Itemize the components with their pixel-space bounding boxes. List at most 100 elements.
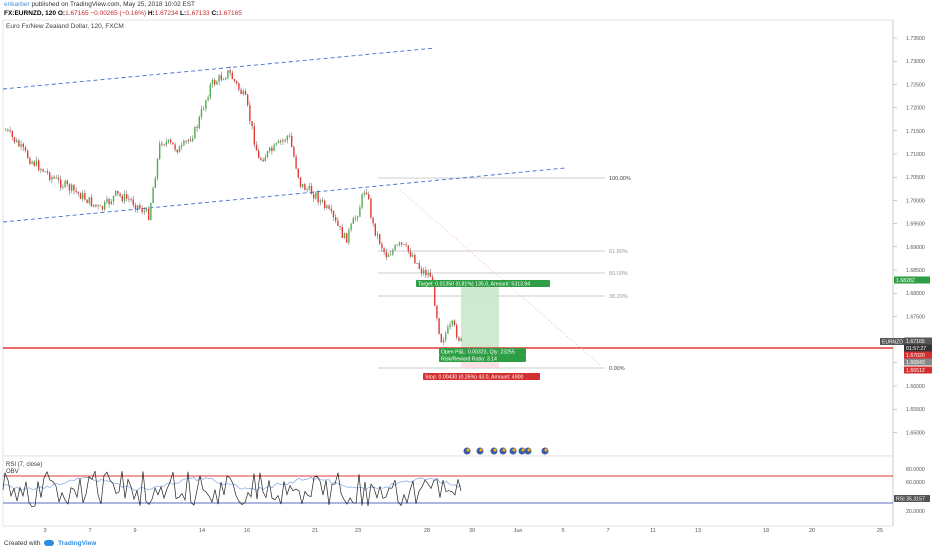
time-tick-label: 16 [244, 528, 250, 534]
candle-body [90, 197, 93, 207]
symbol-tag-bg [880, 338, 904, 345]
candle-body [159, 143, 161, 159]
open-value: 1.67165 [65, 10, 89, 17]
candle-body [9, 130, 11, 132]
candle-body [187, 139, 189, 142]
author-link[interactable]: erikarber [4, 1, 30, 8]
candle-body [304, 184, 306, 191]
candle-body [115, 190, 117, 196]
time-tick-label: 28 [424, 528, 430, 534]
candle-body [53, 176, 55, 179]
candle-body [418, 263, 420, 269]
lower-trendline [2, 167, 566, 223]
candle-body [99, 205, 101, 207]
candle-body [412, 255, 414, 257]
candle-body [374, 223, 376, 236]
event-icon-dot [512, 448, 516, 452]
candle-body [328, 205, 330, 209]
candle-body [38, 160, 40, 171]
candle-body [343, 233, 346, 239]
price-tick-label: 1.65500 [906, 407, 925, 413]
target-zone[interactable] [461, 285, 499, 348]
candle-body [275, 143, 277, 145]
candle-body [57, 177, 60, 180]
candle-body [354, 218, 357, 219]
price-tick-label: 1.68500 [906, 268, 925, 274]
tradingview-logo-icon [44, 540, 55, 547]
candle-body [198, 116, 200, 129]
candle-body [297, 168, 299, 178]
candle-body [255, 144, 258, 151]
candle-body [440, 333, 442, 343]
price-tick-label: 1.69000 [906, 245, 925, 251]
time-tick-label: 18 [763, 528, 769, 534]
candle-body [176, 149, 178, 153]
candle-body [396, 244, 398, 246]
candle-body [86, 199, 88, 204]
candle-body [313, 194, 315, 199]
candle-body [337, 220, 339, 226]
candle-body [416, 263, 418, 264]
candle-body [82, 193, 84, 199]
candle-body [436, 305, 438, 319]
price-tags: 1.68282 EURNZD 1.6716501:57:271.670201.668… [880, 276, 932, 374]
candle-body [324, 200, 326, 208]
candle-body [236, 81, 238, 84]
candle-body [205, 100, 207, 109]
candle-body [280, 140, 282, 142]
candle-body [233, 79, 236, 82]
candle-body [453, 320, 456, 326]
brand-link[interactable]: TradingView [58, 540, 97, 547]
candle-body [108, 198, 110, 204]
candle-body [117, 190, 119, 194]
candle-body [359, 207, 361, 217]
price-tick-label: 1.71500 [906, 129, 925, 135]
candle-body [183, 141, 185, 145]
price-axis[interactable]: 1.73500 1.73000 1.72500 1.72000 1.71500 1.710… [893, 36, 925, 436]
published-text: published on TradingView.com, May 25, 20… [29, 1, 196, 8]
candle-body [420, 268, 423, 274]
candle-body [319, 200, 321, 203]
candle-body [130, 198, 132, 200]
candle-body [244, 91, 247, 95]
publish-info: erikarber published on TradingView.com, … [0, 0, 932, 9]
entry2-price-tag: 1.66843 [906, 360, 925, 366]
trend-channel[interactable] [2, 47, 566, 223]
economic-events[interactable] [463, 447, 549, 455]
candle-body [429, 272, 431, 277]
symbol-tag: EURNZD [882, 340, 903, 346]
candle-body [222, 79, 225, 81]
position-labels[interactable]: Target: 0.01350 (0.81%) 135.0, Amount: 5… [416, 280, 550, 380]
candle-body [181, 144, 183, 147]
candle-body [22, 143, 24, 148]
candle-body [77, 191, 79, 194]
candle-body [97, 205, 99, 207]
candle-body [27, 150, 29, 159]
price-tick-label: 1.72500 [906, 82, 925, 88]
candle-body [214, 79, 216, 85]
candle-body [60, 179, 62, 188]
price-tick-label: 1.73500 [906, 36, 925, 42]
fib-label: 38.20% [609, 294, 628, 300]
price-chart[interactable]: 1.73500 1.73000 1.72500 1.72000 1.71500 1.710… [0, 18, 932, 536]
candle-body [425, 270, 427, 276]
candle-body [458, 337, 460, 341]
close-value: 1.67165 [218, 10, 242, 17]
candle-body [271, 147, 273, 151]
candle-body [401, 242, 403, 245]
candle-body [368, 194, 370, 199]
candle-body [165, 141, 167, 146]
target-price-tag-bg [894, 276, 930, 284]
time-axis[interactable]: 3 7 9 14 16 21 23 28 30 Jun 5 7 11 13 18 20 25 [43, 528, 883, 534]
candle-body [398, 242, 401, 245]
candle-body [381, 243, 383, 249]
high-label: H: [147, 10, 155, 17]
projection-line [399, 189, 601, 366]
candle-body [75, 190, 77, 192]
candle-body [132, 199, 134, 206]
candle-body [139, 205, 141, 209]
candle-body [339, 225, 341, 228]
candle-body [170, 139, 172, 143]
time-tick-label: 3 [43, 528, 46, 534]
